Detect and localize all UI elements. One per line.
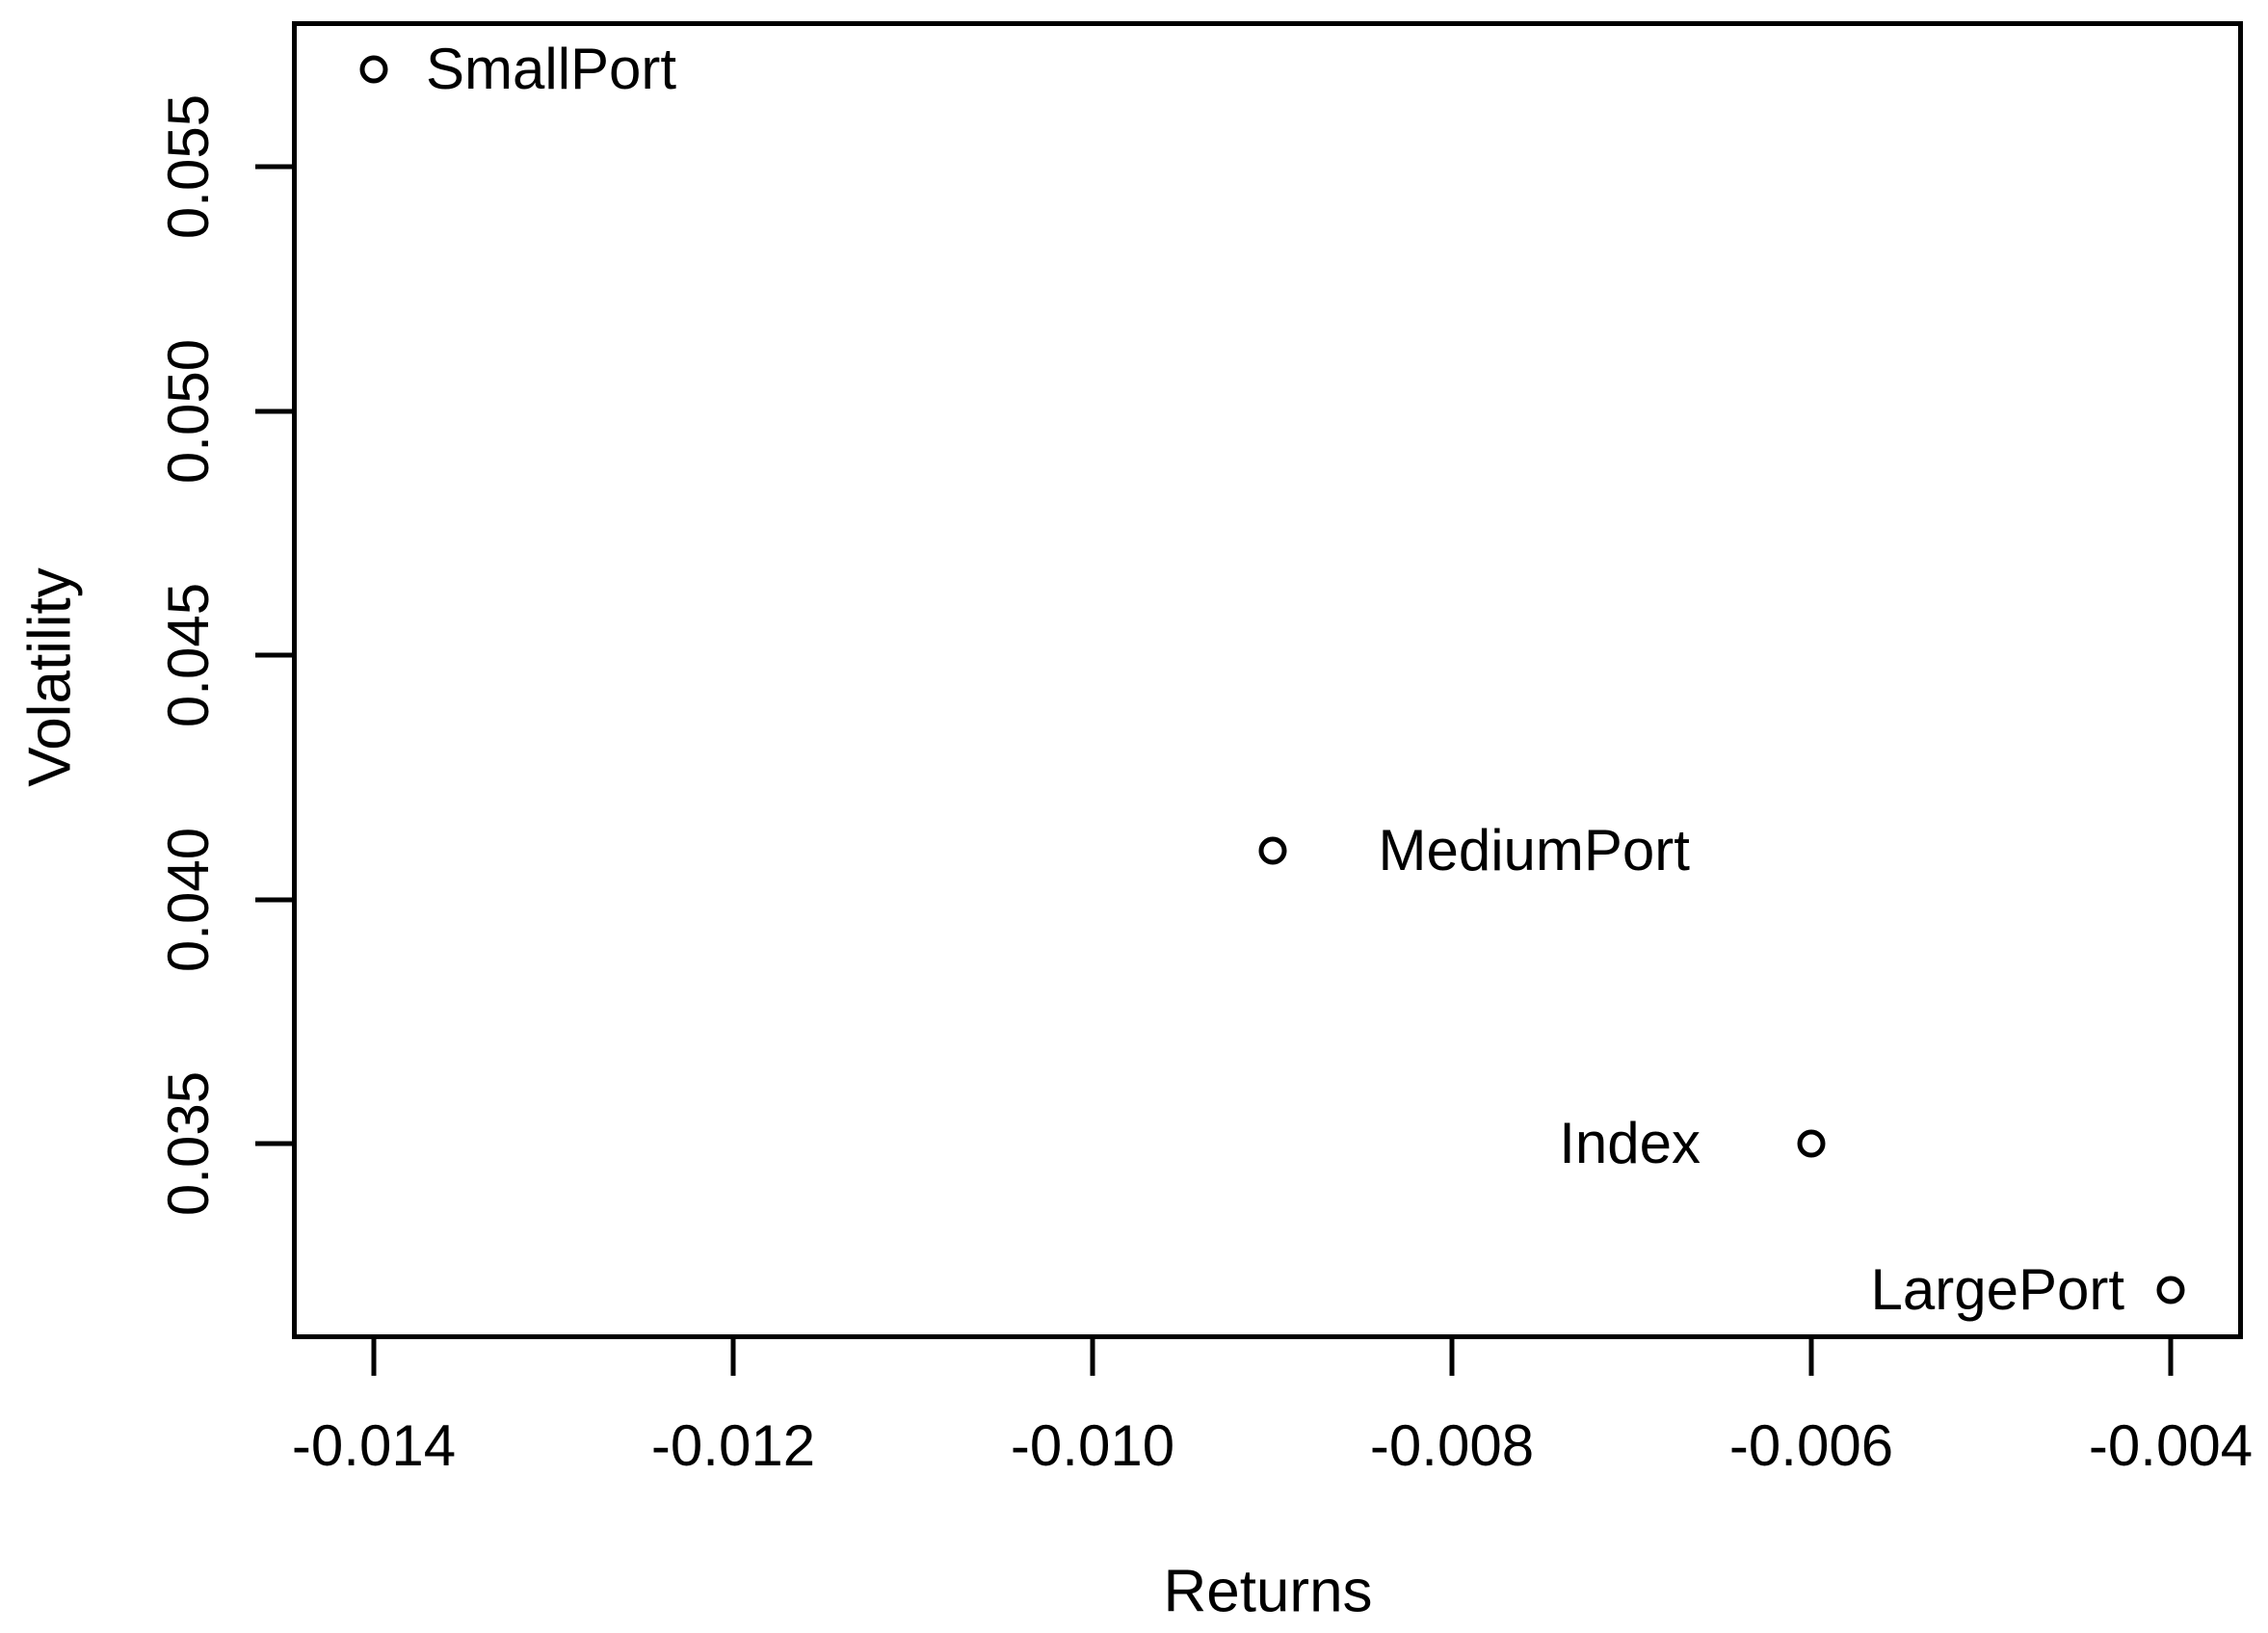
x-axis-tick: [1808, 1339, 1814, 1376]
x-axis-tick-label: -0.010: [1010, 1413, 1175, 1478]
y-axis-tick: [255, 1141, 292, 1146]
x-axis-tick-label: -0.014: [291, 1413, 457, 1478]
x-axis-tick: [730, 1339, 736, 1376]
x-axis-tick: [2168, 1339, 2174, 1376]
data-point-largeport: [2156, 1276, 2185, 1304]
x-axis-tick-label: -0.004: [2088, 1413, 2254, 1478]
y-axis-tick: [255, 897, 292, 902]
x-axis-tick: [1090, 1339, 1095, 1376]
x-axis-tick-label: -0.008: [1369, 1413, 1535, 1478]
y-axis-tick: [255, 408, 292, 413]
data-point-smallport: [359, 55, 388, 84]
x-axis-title: Returns: [1163, 1558, 1373, 1625]
y-axis-tick-label: 0.035: [156, 1070, 221, 1217]
data-point-index: [1797, 1129, 1826, 1158]
data-point-label-largeport: LargePort: [1870, 1257, 2125, 1323]
plot-area-border: [292, 21, 2243, 1339]
x-axis-tick: [1449, 1339, 1455, 1376]
y-axis-tick-label: 0.050: [156, 338, 221, 484]
data-point-label-index: Index: [1559, 1111, 1701, 1175]
data-point-mediumport: [1258, 836, 1286, 865]
x-axis-tick-label: -0.006: [1728, 1413, 1894, 1478]
y-axis-tick-label: 0.055: [156, 93, 221, 240]
y-axis-title: Volatility: [16, 567, 84, 787]
y-axis-tick-label: 0.040: [156, 827, 221, 972]
data-point-label-mediumport: MediumPort: [1378, 817, 1690, 882]
y-axis-tick: [255, 164, 292, 170]
y-axis-tick-label: 0.045: [156, 582, 221, 728]
y-axis-tick: [255, 652, 292, 658]
data-point-label-smallport: SmallPort: [426, 36, 677, 101]
x-axis-tick: [371, 1339, 377, 1376]
x-axis-tick-label: -0.012: [650, 1413, 816, 1478]
